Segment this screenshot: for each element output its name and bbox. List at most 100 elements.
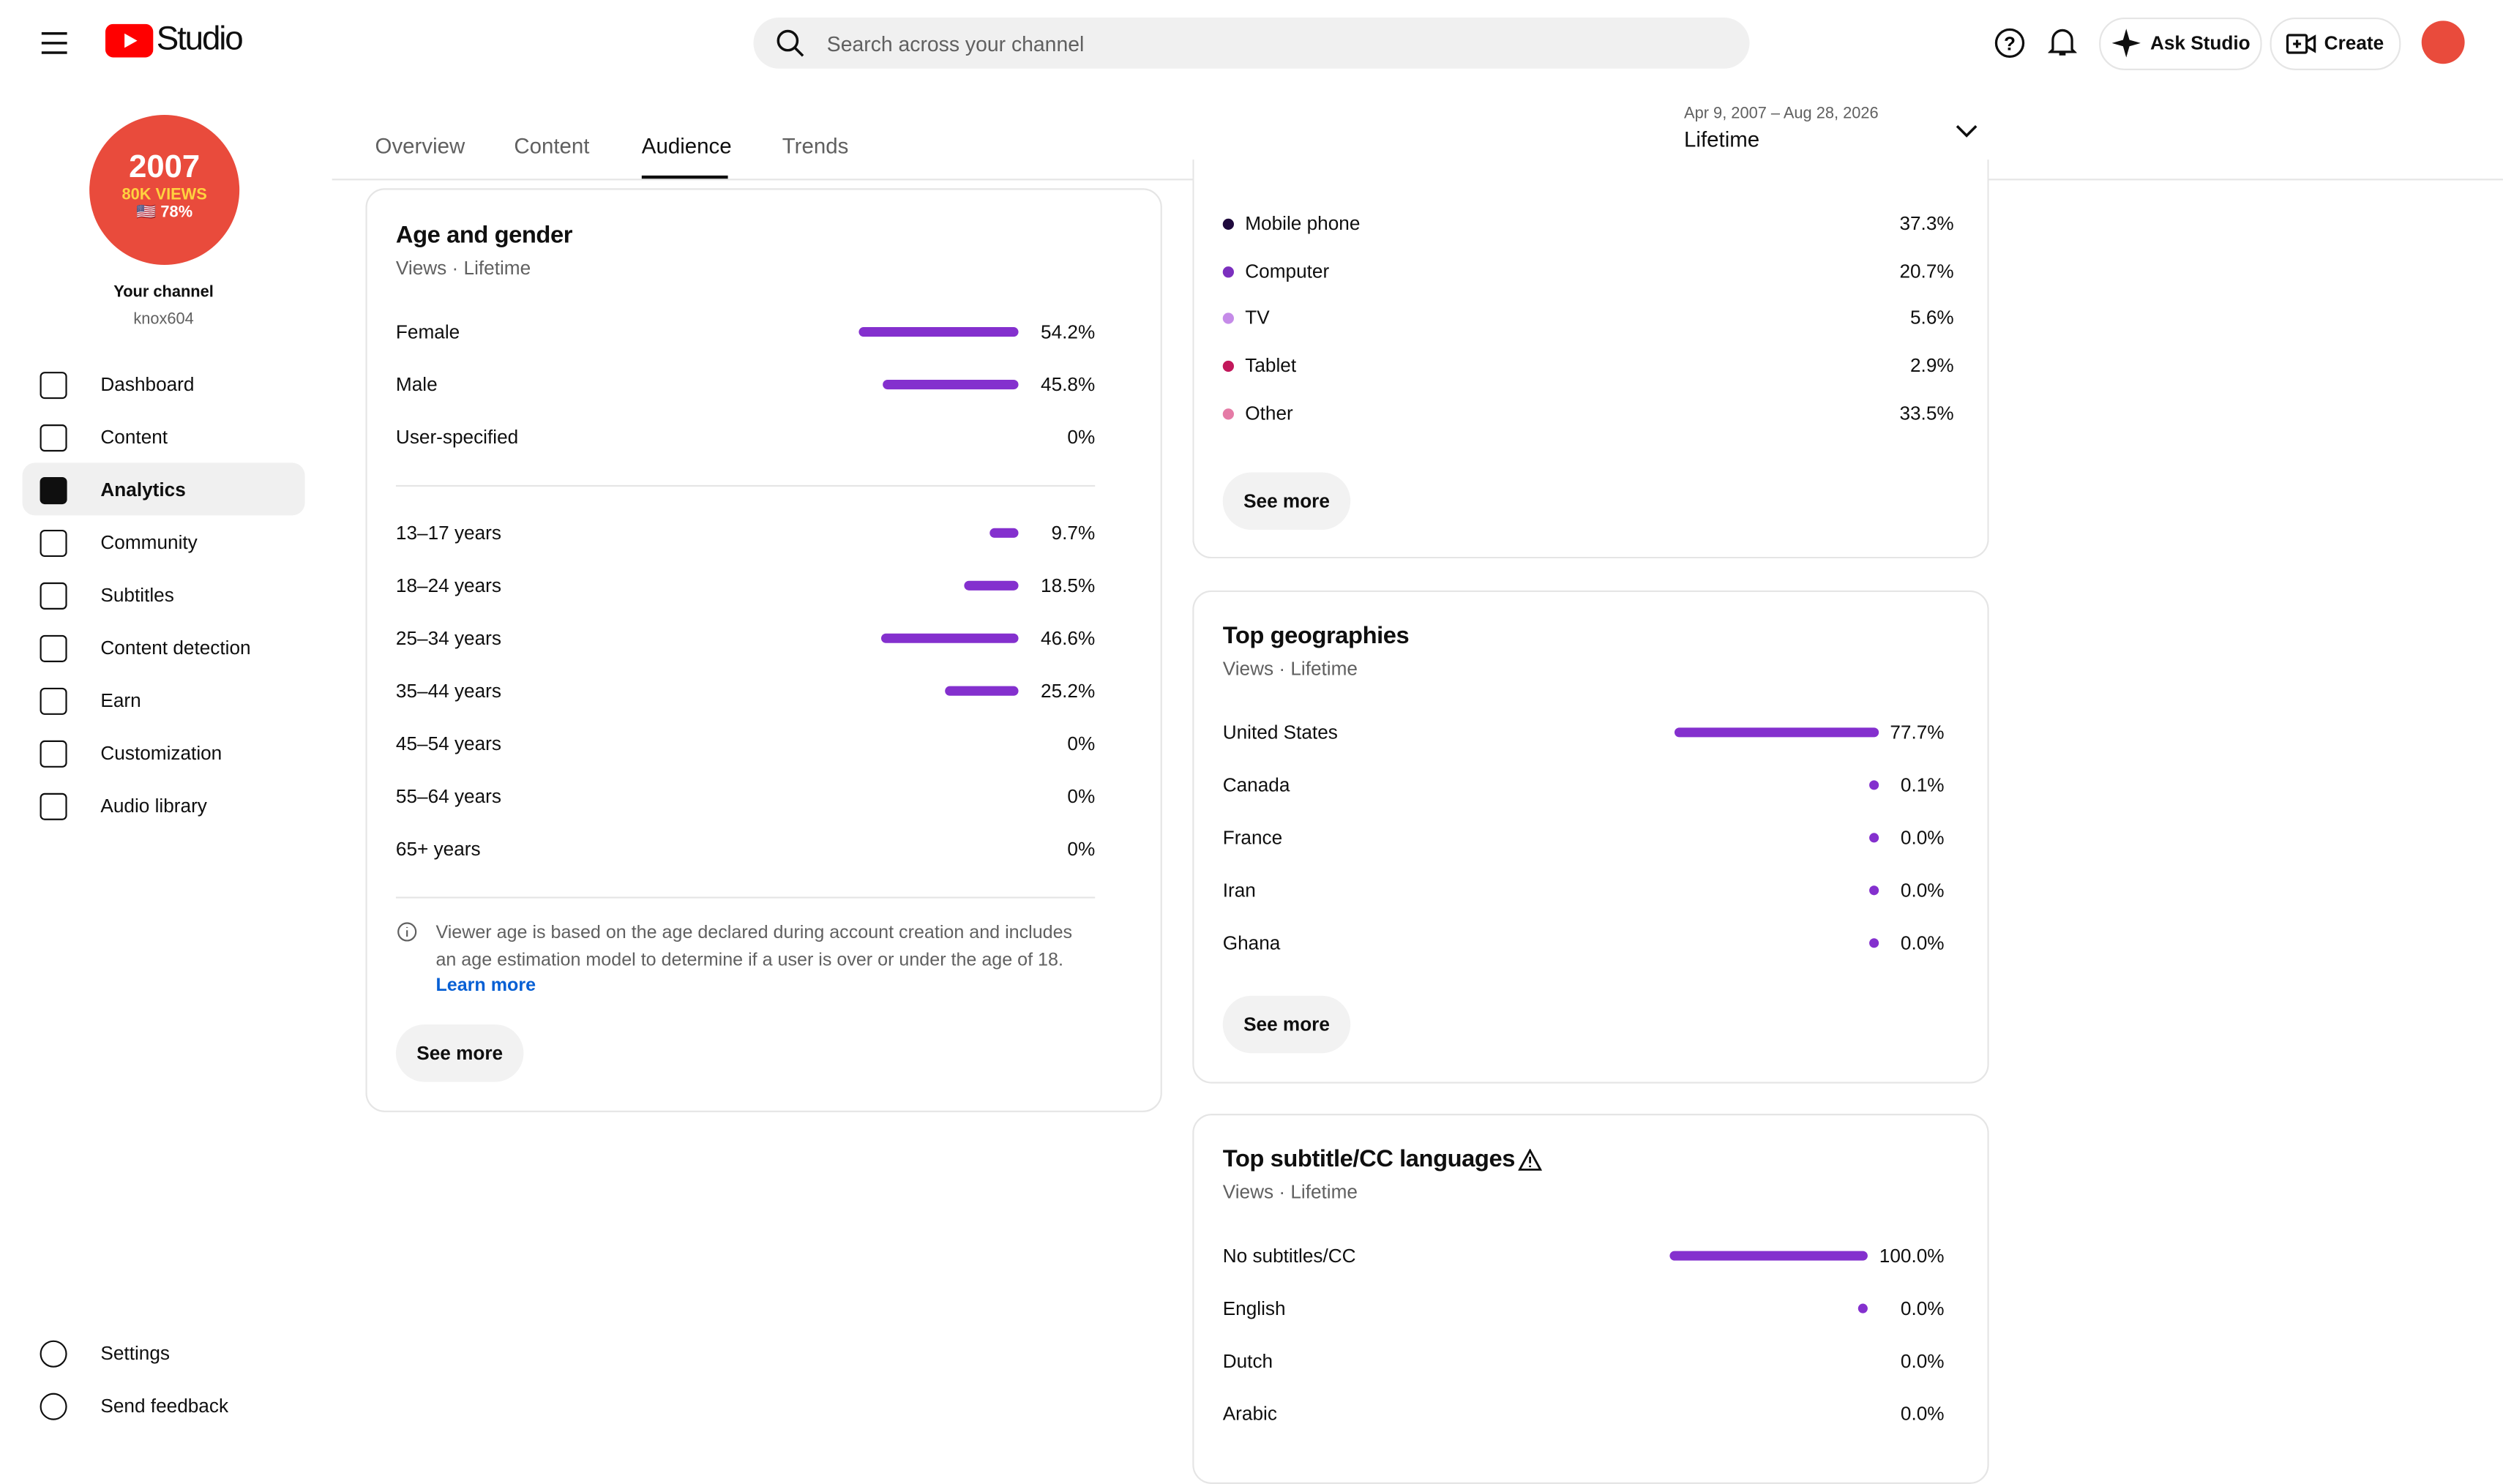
nav-item[interactable]: Send feedback bbox=[100, 1394, 229, 1417]
bar bbox=[1669, 1251, 1868, 1261]
bar bbox=[989, 528, 1019, 538]
ask-label: Ask Studio bbox=[2150, 31, 2251, 55]
tab-underline bbox=[641, 175, 728, 179]
nav-item[interactable]: Community bbox=[100, 531, 198, 554]
channel-avatar[interactable]: 2007 80K VIEWS 🇺🇸 78% bbox=[89, 115, 240, 265]
row-label: Computer bbox=[1245, 259, 1330, 282]
date-range: Apr 9, 2007 – Aug 28, 2026 bbox=[1684, 105, 1879, 123]
row-value: 0% bbox=[1067, 784, 1096, 808]
nav-icon bbox=[40, 372, 67, 400]
nav-item[interactable]: Content detection bbox=[100, 637, 251, 659]
bar bbox=[1869, 780, 1879, 790]
nav-item[interactable]: Subtitles bbox=[100, 584, 174, 607]
nav-item[interactable]: Content bbox=[100, 426, 168, 449]
legend-dot bbox=[1222, 266, 1234, 277]
search-icon bbox=[777, 29, 804, 57]
card-subtitle: Views · Lifetime bbox=[395, 257, 531, 280]
nav-icon bbox=[40, 582, 67, 610]
row-label: English bbox=[1222, 1297, 1286, 1320]
svg-text:?: ? bbox=[2004, 33, 2016, 55]
bar bbox=[1857, 1303, 1868, 1314]
tab[interactable]: Overview bbox=[375, 134, 465, 158]
card-title: Top subtitle/CC languages bbox=[1222, 1145, 1516, 1173]
account-avatar[interactable] bbox=[2421, 20, 2465, 64]
search-box[interactable]: Search across your channel bbox=[753, 17, 1750, 69]
row-value: 5.6% bbox=[1909, 307, 1954, 330]
nav-item[interactable]: Analytics bbox=[100, 479, 186, 501]
date-label: Lifetime bbox=[1684, 127, 1760, 152]
row-label: Canada bbox=[1222, 773, 1290, 797]
row-value: 37.3% bbox=[1899, 212, 1954, 235]
nav-icon bbox=[40, 1340, 67, 1368]
card-subtitle: Views · Lifetime bbox=[1222, 657, 1358, 680]
nav-item[interactable]: Settings bbox=[100, 1341, 170, 1365]
row-value: 0.0% bbox=[1900, 826, 1945, 850]
bar bbox=[1869, 938, 1879, 948]
subtitles-card bbox=[1192, 1114, 1989, 1484]
row-value: 18.5% bbox=[1041, 574, 1096, 597]
nav-item[interactable]: Dashboard bbox=[100, 373, 195, 396]
ask-studio-button[interactable]: Ask Studio bbox=[2099, 17, 2262, 70]
row-label: France bbox=[1222, 826, 1283, 850]
help-icon[interactable]: ? bbox=[1994, 27, 2026, 59]
avatar-line: 2007 bbox=[129, 149, 201, 185]
row-label: No subtitles/CC bbox=[1222, 1244, 1356, 1267]
bar bbox=[944, 686, 1019, 696]
menu-icon[interactable] bbox=[41, 30, 70, 56]
row-value: 9.7% bbox=[1051, 522, 1096, 544]
row-label: 13–17 years bbox=[395, 522, 501, 544]
channel-title: Your channel bbox=[113, 284, 214, 302]
channel-handle: knox604 bbox=[133, 311, 194, 329]
row-value: 77.7% bbox=[1890, 721, 1945, 744]
avatar-line: 🇺🇸 78% bbox=[136, 204, 193, 222]
row-value: 0.0% bbox=[1900, 879, 1945, 902]
nav-icon bbox=[40, 687, 67, 715]
legend-dot bbox=[1222, 361, 1234, 372]
row-value: 0% bbox=[1067, 732, 1096, 755]
see-more-button[interactable]: See more bbox=[1222, 995, 1351, 1054]
see-more-button[interactable]: See more bbox=[1222, 472, 1351, 530]
dropdown-icon[interactable] bbox=[1956, 123, 1978, 139]
tab[interactable]: Audience bbox=[641, 134, 732, 158]
nav-item[interactable]: Audio library bbox=[100, 794, 207, 817]
row-label: Other bbox=[1245, 402, 1293, 424]
note-text: Viewer age is based on the age declared … bbox=[435, 923, 1073, 970]
page: Studio Search across your channel ? Ask … bbox=[22, 17, 2503, 1484]
learn-more-link[interactable]: Learn more bbox=[435, 976, 536, 996]
row-value: 0.0% bbox=[1900, 1297, 1945, 1320]
row-value: 25.2% bbox=[1041, 679, 1096, 702]
nav-item[interactable]: Customization bbox=[100, 741, 222, 765]
warning-icon[interactable] bbox=[1518, 1149, 1542, 1172]
nav-item[interactable]: Earn bbox=[100, 689, 141, 712]
row-label: TV bbox=[1245, 307, 1270, 330]
age-gender-card bbox=[365, 188, 1162, 1112]
row-value: 100.0% bbox=[1879, 1244, 1945, 1267]
row-label: User-specified bbox=[395, 426, 519, 449]
divider bbox=[395, 896, 1096, 899]
tab[interactable]: Content bbox=[514, 134, 590, 158]
row-value: 20.7% bbox=[1899, 259, 1954, 282]
row-value: 0.1% bbox=[1900, 773, 1945, 797]
tab[interactable]: Trends bbox=[782, 134, 849, 158]
see-more-button[interactable]: See more bbox=[395, 1024, 524, 1082]
row-label: Iran bbox=[1222, 879, 1256, 902]
divider bbox=[395, 484, 1096, 487]
row-label: 18–24 years bbox=[395, 574, 501, 597]
row-label: Arabic bbox=[1222, 1402, 1277, 1425]
bell-icon[interactable] bbox=[2048, 26, 2077, 58]
legend-dot bbox=[1222, 218, 1234, 231]
row-label: 65+ years bbox=[395, 837, 481, 861]
card-title: Age and gender bbox=[395, 222, 573, 250]
row-label: 55–64 years bbox=[395, 784, 501, 808]
row-label: 45–54 years bbox=[395, 732, 501, 755]
nav-highlight[interactable] bbox=[22, 462, 305, 516]
row-label: Female bbox=[395, 321, 460, 343]
bar bbox=[964, 580, 1019, 591]
yt-logo[interactable] bbox=[105, 23, 154, 58]
nav-icon bbox=[40, 529, 67, 558]
row-label: 35–44 years bbox=[395, 679, 501, 702]
create-button[interactable]: Create bbox=[2270, 17, 2401, 70]
row-label: United States bbox=[1222, 721, 1338, 744]
create-label: Create bbox=[2324, 31, 2384, 55]
studio: Studio Search across your channel ? Ask … bbox=[22, 17, 2503, 1484]
